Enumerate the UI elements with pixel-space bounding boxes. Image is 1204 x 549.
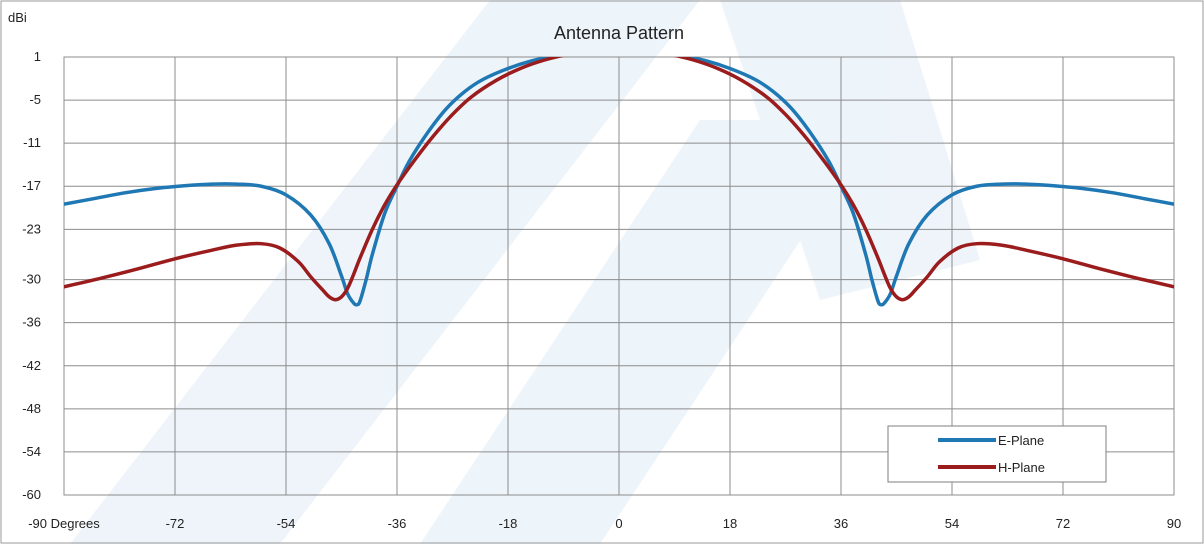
watermark-stripe-left: [70, 0, 700, 544]
x-tick-label: 72: [1056, 516, 1070, 531]
legend-label-e-plane: E-Plane: [998, 433, 1044, 448]
chart-legend: E-Plane H-Plane: [887, 425, 1107, 483]
legend-box: [887, 425, 1107, 483]
grid-layer: [63, 56, 1175, 496]
y-axis-label: dBi: [8, 10, 27, 25]
watermark-stripe-mid: [420, 120, 880, 544]
watermark-stripe-right: [720, 0, 980, 300]
x-tick-label: -18: [499, 516, 518, 531]
x-tick-label: 90: [1167, 516, 1181, 531]
chart-title: Antenna Pattern: [554, 23, 684, 43]
y-tick-label: -36: [22, 315, 41, 330]
x-tick-label: -90 Degrees: [28, 516, 100, 531]
x-tick-label: 18: [723, 516, 737, 531]
series-line-e-plane: [64, 57, 1174, 307]
x-tick-label: -72: [166, 516, 185, 531]
x-tick-label: -54: [277, 516, 296, 531]
series-line-h-plane: [64, 57, 1174, 302]
y-tick-label: -54: [22, 444, 41, 459]
x-tick-label: -36: [388, 516, 407, 531]
y-tick-label: -60: [22, 487, 41, 502]
series-layer: [64, 57, 1174, 307]
x-tick-label: 0: [615, 516, 622, 531]
x-tick-label: 36: [834, 516, 848, 531]
y-tick-label: -17: [22, 178, 41, 193]
y-tick-label: -11: [23, 135, 41, 150]
y-tick-label: -23: [22, 221, 41, 236]
x-tick-label: 54: [945, 516, 959, 531]
y-tick-label: -42: [22, 358, 41, 373]
y-tick-label: -30: [22, 272, 41, 287]
y-tick-label: -48: [22, 401, 41, 416]
y-tick-label: -5: [29, 92, 41, 107]
y-tick-label: 1: [34, 49, 41, 64]
axis-layer: -90 Degrees -72 -54 -36 -18 0 18 36 54 72 90 1 -5 -11…: [22, 49, 1181, 531]
watermark-shapes: [70, 0, 980, 544]
legend-label-h-plane: H-Plane: [998, 460, 1045, 475]
